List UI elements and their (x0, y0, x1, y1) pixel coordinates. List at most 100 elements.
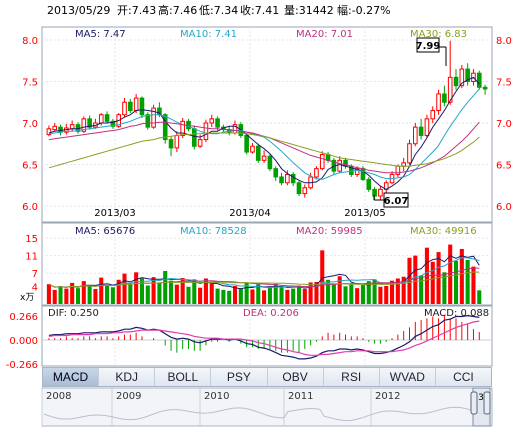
volume-bar (378, 286, 383, 304)
price-tick-right: 6.5 (496, 161, 512, 172)
volume-bar (477, 290, 482, 304)
candle-down (139, 97, 145, 116)
tab-psy[interactable]: PSY (211, 368, 268, 386)
candle-up (180, 120, 185, 136)
candle-down (418, 126, 424, 136)
volume-bar (238, 288, 243, 304)
volume-tick: 11 (25, 252, 38, 263)
volume-bar (81, 281, 86, 304)
candle-up (151, 107, 156, 128)
candle-down (273, 168, 279, 178)
volume-bar (227, 290, 232, 304)
tab-obv[interactable]: OBV (268, 368, 324, 386)
volume-bar (302, 289, 307, 304)
volume-bar (360, 285, 365, 304)
price-tick-left: 8.0 (22, 36, 38, 47)
candle-up (319, 154, 325, 170)
candle-up (133, 97, 139, 112)
volume-bar (384, 285, 389, 304)
volume-bar (70, 282, 75, 304)
volume-bar (93, 289, 98, 304)
navigator-frame (41, 387, 493, 427)
volume-bar (262, 290, 267, 304)
volume-bar (151, 277, 156, 304)
candle-down (325, 154, 331, 161)
tab-boll[interactable]: BOLL (155, 368, 212, 386)
volume-bar (110, 287, 115, 304)
candle-down (215, 118, 220, 128)
macd-tick: -0.266 (6, 360, 38, 371)
volume-bar (273, 283, 278, 304)
candle-up (122, 101, 127, 116)
volume-bar (331, 283, 336, 304)
volume-bar (186, 286, 191, 304)
volume-tick: 4 (32, 282, 38, 293)
date-label-mar: 2013/03 (94, 208, 136, 219)
navigator-year-label: 2011 (288, 391, 313, 402)
tab-macd[interactable]: MACD (43, 368, 100, 386)
candle-down (465, 68, 470, 83)
volume-bar (75, 288, 81, 304)
candle-up (424, 118, 430, 136)
price-axis: 6.0 6.0 6.5 6.5 7.0 7.0 7.5 7.5 8.0 8.0 (22, 36, 512, 213)
macd-dif-line (48, 314, 480, 360)
navigator-trend-line (43, 406, 485, 422)
volume-ma-line (48, 271, 480, 288)
header-volume: 量:31442 (284, 4, 334, 17)
tab-kdj[interactable]: KDJ (99, 368, 156, 386)
volume-bar (314, 282, 319, 304)
candle-down (244, 134, 249, 153)
high-callout-label: 7.99 (416, 41, 441, 52)
candle-down (104, 114, 110, 122)
volume-bar (128, 283, 133, 304)
volume-bar (267, 286, 272, 304)
low-callout-box (383, 192, 409, 208)
navigator-handle-label: 3 (478, 393, 484, 403)
volume-bar (157, 282, 162, 304)
candle-up (378, 188, 383, 197)
tab-cci[interactable]: CCI (453, 370, 474, 384)
ma-line-ma10 (48, 88, 480, 180)
volume-bar (337, 276, 342, 304)
high-callout-box (416, 37, 440, 53)
vol-legend-ma5: MA5: 65676 (75, 226, 135, 237)
volume-bar (209, 283, 214, 304)
candle-up (203, 122, 209, 141)
candle-down (442, 93, 447, 103)
volume-bar (139, 278, 144, 304)
candle-down (366, 178, 372, 190)
volume-bar (169, 280, 174, 304)
tab-rsi[interactable]: RSI (324, 368, 380, 386)
candle-down (482, 86, 488, 90)
candle-down (87, 118, 92, 128)
navigator-year-label: 2009 (116, 391, 141, 402)
volume-bar (343, 286, 348, 304)
volume-bar (465, 260, 470, 304)
volume-bar (163, 271, 168, 304)
candle-up (209, 118, 215, 124)
candle-up (250, 145, 255, 153)
volume-bar (453, 260, 459, 304)
volume-bar (326, 279, 331, 304)
vol-legend-ma20: MA20: 59985 (296, 226, 363, 237)
volume-bar (308, 282, 313, 304)
volume-bar (105, 285, 110, 304)
navigator-handle-right[interactable] (483, 391, 491, 415)
candle-down (145, 114, 151, 128)
candle-up (81, 118, 87, 132)
price-tick-right: 6.0 (496, 202, 512, 213)
volume-bar (349, 284, 354, 304)
volume-bar (64, 288, 69, 304)
date-label-may: 2013/05 (344, 208, 386, 219)
volume-bar (355, 288, 360, 304)
candle-up (261, 155, 267, 161)
candle-up (337, 159, 343, 172)
volume-bar (407, 257, 412, 304)
navigator-handle-left[interactable] (470, 391, 478, 415)
volume-panel-frame (41, 222, 493, 306)
tab-wvad[interactable]: WVAD (380, 368, 436, 386)
volume-bar (122, 273, 127, 304)
candle-down (296, 182, 302, 195)
navigator-year-label: 2010 (204, 391, 229, 402)
